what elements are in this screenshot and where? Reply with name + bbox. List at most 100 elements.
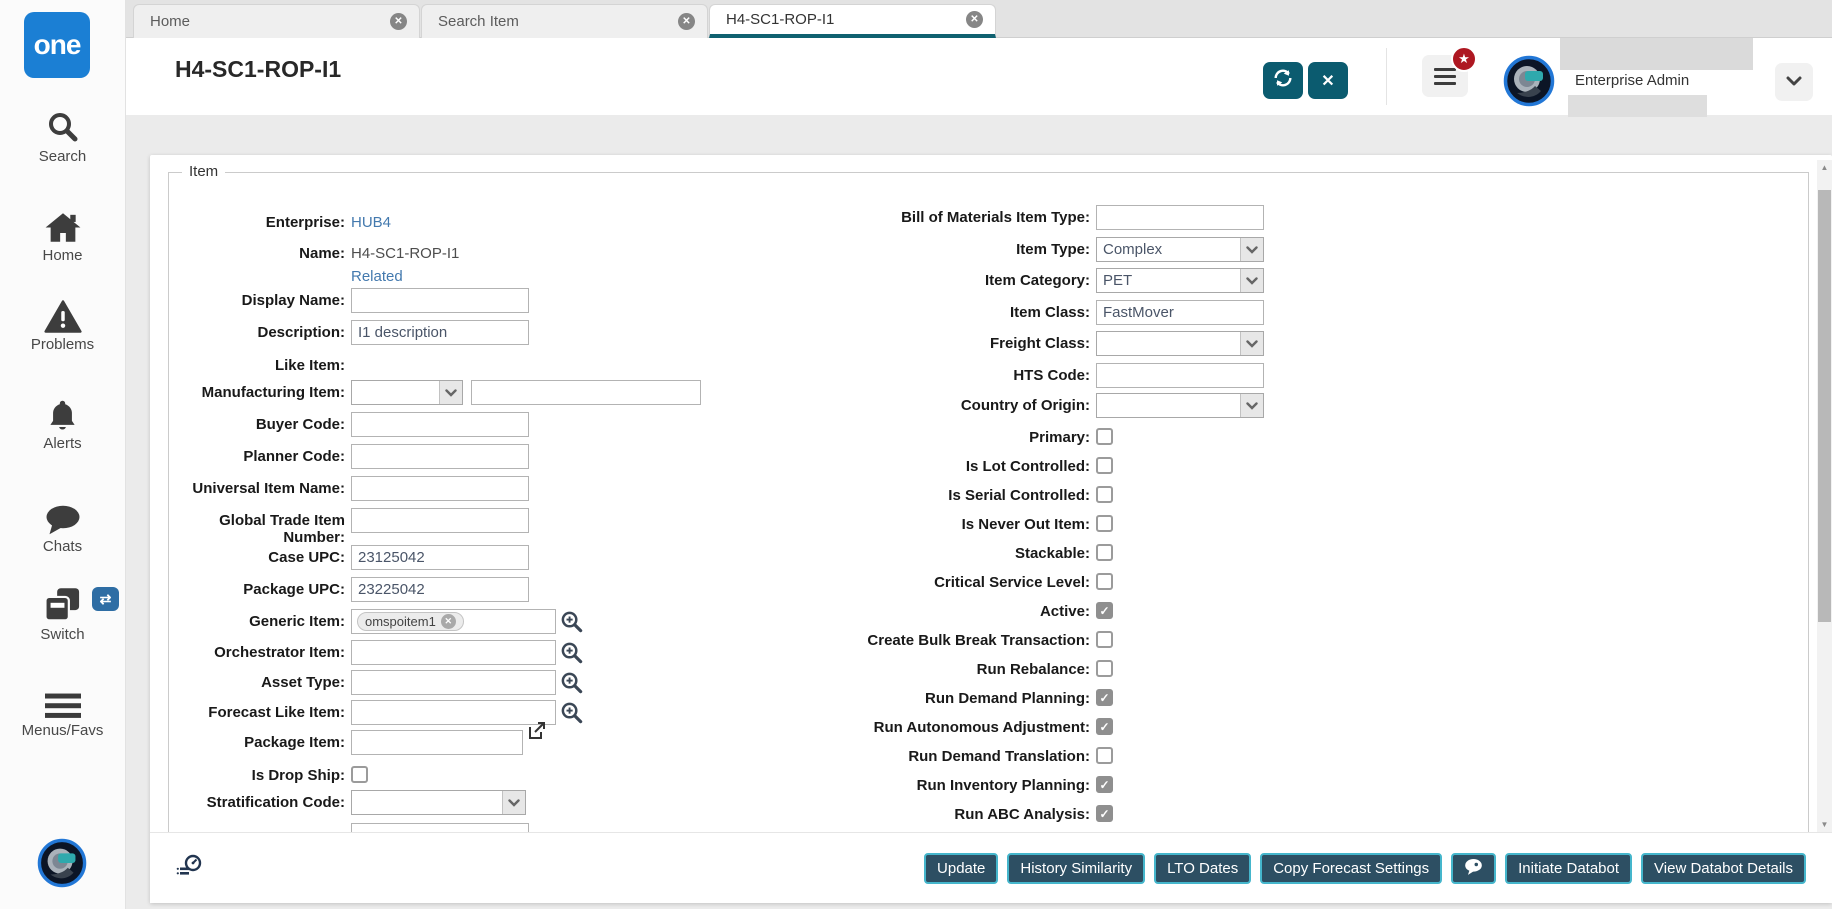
menu-bar-icon [1434,67,1456,71]
run-autonomous-adjustment-checkbox[interactable]: ✓ [1096,718,1113,735]
enterprise-link[interactable]: HUB4 [351,214,392,231]
planner-code-input[interactable] [351,444,529,469]
critical-service-level-checkbox[interactable] [1096,573,1113,590]
partially-visible-input[interactable] [351,823,529,832]
sidebar-label-alerts: Alerts [43,435,82,452]
sidebar-label-chats: Chats [42,538,83,555]
country-of-origin-select[interactable] [1096,393,1264,418]
package-item-input[interactable] [351,730,523,755]
gauge-activity-icon[interactable] [176,853,203,883]
asset-type-input[interactable] [351,670,556,695]
run-rebalance-checkbox[interactable] [1096,660,1113,677]
field-freight-class: Freight Class: [790,331,1264,356]
tab-h4-sc1-rop-i1[interactable]: H4-SC1-ROP-I1 ✕ [709,4,996,38]
is-lot-controlled-checkbox[interactable] [1096,457,1113,474]
one-network-logo[interactable]: one [24,12,90,78]
page-header: H4-SC1-ROP-I1 ✕ ★ Enterprise Admin [125,38,1832,117]
forecast-like-item-input[interactable] [351,700,556,725]
is-serial-controlled-checkbox[interactable] [1096,486,1113,503]
view-databot-details-button[interactable]: View Databot Details [1641,852,1806,884]
scroll-down-arrow[interactable]: ▼ [1820,820,1829,829]
tab-h4-sc1-rop-i1-close-icon[interactable]: ✕ [966,11,983,28]
chip-remove-icon[interactable]: ✕ [440,614,456,629]
external-link-icon[interactable] [527,721,547,746]
field-hts-code: HTS Code: [790,363,1264,388]
copy-forecast-settings-button[interactable]: Copy Forecast Settings [1260,852,1443,884]
description-input[interactable]: I1 description [351,320,529,345]
lto-dates-button[interactable]: LTO Dates [1154,852,1252,884]
field-item-class: Item Class: FastMover [790,300,1264,325]
item-class-input[interactable]: FastMover [1096,300,1264,325]
manufacturing-item-select[interactable] [351,380,463,405]
field-universal-item-name: Universal Item Name: [180,476,529,501]
switch-windows-icon [0,584,125,624]
sidebar-item-alerts[interactable]: Alerts [0,393,125,452]
hts-code-input[interactable] [1096,363,1264,388]
field-manufacturing-item: Manufacturing Item: [180,380,701,405]
buyer-code-input[interactable] [351,412,529,437]
item-category-select[interactable]: PET [1096,268,1264,293]
stackable-checkbox[interactable] [1096,544,1113,561]
tab-home-close-icon[interactable]: ✕ [390,13,407,30]
tab-search-item[interactable]: Search Item ✕ [421,4,708,38]
generic-item-picker[interactable]: omspoitem1 ✕ [351,609,556,634]
run-abc-analysis-checkbox[interactable]: ✓ [1096,805,1113,822]
display-name-input[interactable] [351,288,529,313]
run-inventory-planning-checkbox[interactable]: ✓ [1096,776,1113,793]
is-drop-ship-checkbox[interactable] [351,766,368,783]
create-bulk-break-transaction-checkbox[interactable] [1096,631,1113,648]
sidebar-item-home[interactable]: Home [0,205,125,264]
gtin-input[interactable] [351,508,529,533]
run-demand-translation-checkbox[interactable] [1096,747,1113,764]
orchestrator-item-input[interactable] [351,640,556,665]
tab-home[interactable]: Home ✕ [133,4,420,38]
databot-avatar[interactable] [37,838,87,893]
related-link[interactable]: Related [351,268,403,285]
active-checkbox[interactable]: ✓ [1096,602,1113,619]
history-similarity-button[interactable]: History Similarity [1007,852,1146,884]
zoom-lookup-icon[interactable] [560,610,583,638]
chat-button[interactable] [1451,852,1497,884]
tab-search-item-close-icon[interactable]: ✕ [678,13,695,30]
is-never-out-item-checkbox[interactable] [1096,515,1113,532]
manufacturing-item-input[interactable] [471,380,701,405]
sidebar-item-chats[interactable]: Chats [0,496,125,555]
sidebar-item-problems[interactable]: Problems [0,294,125,353]
sidebar-label-switch: Switch [40,626,85,643]
tab-search-item-label: Search Item [438,13,519,30]
universal-item-name-input[interactable] [351,476,529,501]
sidebar-item-search[interactable]: Search [0,106,125,165]
item-type-select[interactable]: Complex [1096,237,1264,262]
initiate-databot-button[interactable]: Initiate Databot [1505,852,1633,884]
scrollbar-thumb[interactable] [1818,190,1831,622]
primary-checkbox[interactable] [1096,428,1113,445]
warning-triangle-icon [0,294,125,334]
zoom-lookup-icon[interactable] [560,701,583,729]
package-upc-input[interactable]: 23225042 [351,577,529,602]
zoom-lookup-icon[interactable] [560,641,583,669]
swap-arrows-badge[interactable]: ⇄ [92,587,119,611]
sidebar-label-home: Home [42,247,83,264]
field-orchestrator-item: Orchestrator Item: [180,640,583,669]
hamburger-menu-icon [0,680,125,720]
scroll-up-arrow[interactable]: ▲ [1820,163,1829,172]
zoom-lookup-icon[interactable] [560,671,583,699]
home-icon [0,205,125,245]
update-button[interactable]: Update [924,852,999,884]
case-upc-input[interactable]: 23125042 [351,545,529,570]
bom-item-type-input[interactable] [1096,205,1264,230]
user-menu-chevron-button[interactable] [1775,63,1813,101]
vertical-scrollbar[interactable]: ▲ ▼ [1817,160,1832,832]
refresh-button[interactable] [1263,62,1303,99]
field-item-category: Item Category: PET [790,268,1264,293]
run-demand-planning-checkbox[interactable]: ✓ [1096,689,1113,706]
sidebar-item-switch[interactable]: Switch ⇄ [0,584,125,643]
sidebar-item-menus-favs[interactable]: Menus/Favs [0,680,125,739]
sidebar: one Search Home Problems Alerts Chats [0,0,126,909]
user-avatar[interactable] [1503,55,1555,112]
select-chevron-icon [1240,269,1263,292]
stratification-code-select[interactable] [351,790,526,815]
tab-strip: Home ✕ Search Item ✕ H4-SC1-ROP-I1 ✕ [125,0,1832,38]
freight-class-select[interactable] [1096,331,1264,356]
close-page-button[interactable]: ✕ [1308,62,1348,99]
